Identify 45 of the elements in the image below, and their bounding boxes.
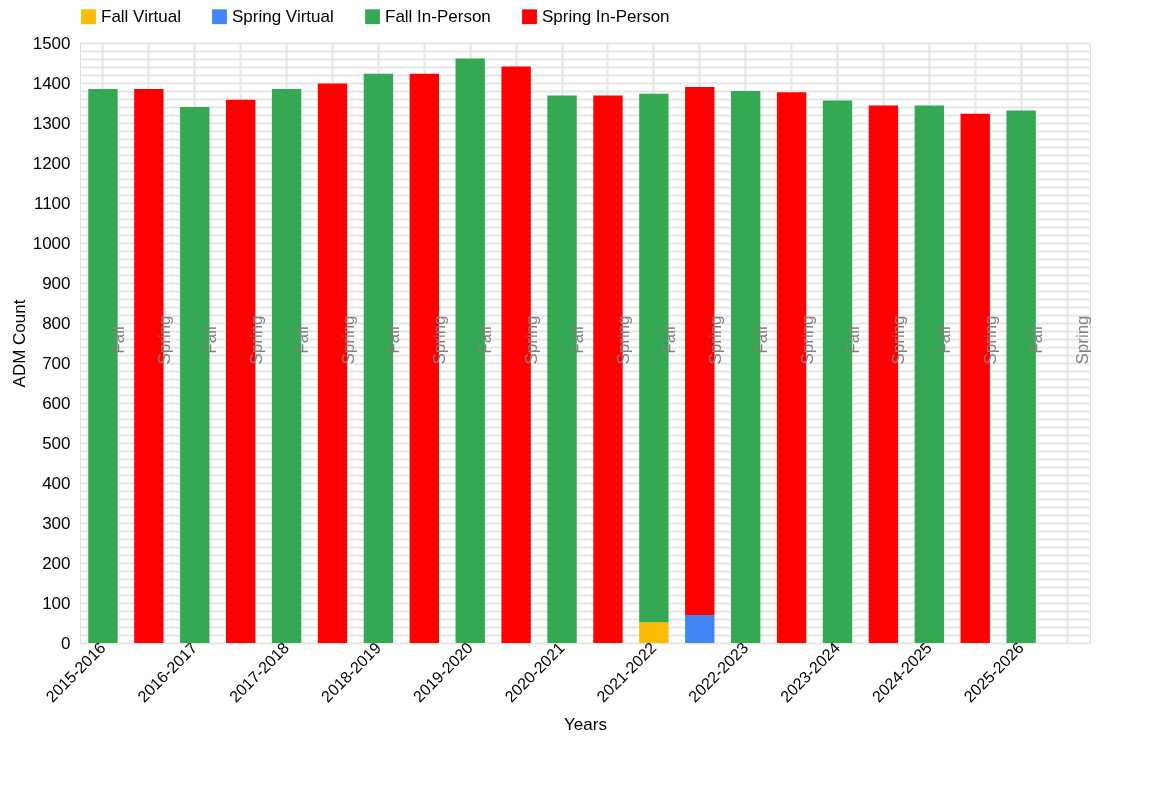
annotation: Fall [843,326,863,354]
annotation: Spring [613,315,633,365]
y-tick-label: 300 [42,513,71,533]
legend-label: Spring Virtual [232,6,334,26]
bar [685,615,715,643]
legend-label: Fall In-Person [385,6,491,26]
annotation: Fall [200,326,220,354]
annotation: Fall [108,326,128,354]
legend-label: Fall Virtual [101,6,181,26]
annotation: Spring [522,315,542,365]
y-tick-label: 700 [42,353,71,373]
y-tick-label: 500 [42,433,71,453]
y-tick-label: 800 [42,313,71,333]
x-axis-title: Years [564,715,607,735]
y-tick-label: 1100 [33,193,71,213]
annotation: Fall [476,326,496,354]
annotation: Fall [1027,326,1047,354]
annotation: Spring [1073,315,1093,365]
annotation: Spring [981,315,1001,365]
y-tick-label: 200 [42,553,71,573]
y-tick-label: 400 [42,473,71,493]
y-axis-title: ADM Count [9,299,29,388]
annotation: Fall [384,326,404,354]
annotation: Fall [568,326,588,354]
annotation: Fall [935,326,955,354]
annotation: Fall [292,326,312,354]
annotation: Spring [154,315,174,365]
y-tick-label: 1400 [32,73,71,93]
y-tick-label: 1300 [32,113,71,133]
legend-label: Spring In-Person [542,6,670,26]
annotation: Spring [889,315,909,365]
annotation: Fall [751,326,771,354]
annotation: Spring [430,315,450,365]
annotation: Spring [797,315,817,365]
annotation: Spring [705,315,725,365]
y-tick-label: 100 [42,593,71,613]
y-tick-label: 1200 [32,153,71,173]
y-tick-label: 900 [42,273,71,293]
y-tick-label: 600 [42,393,71,413]
y-tick-label: 1500 [32,33,71,53]
annotation: Fall [659,326,679,354]
annotation: Spring [338,315,358,365]
y-tick-label: 1000 [32,233,71,253]
bar [639,622,669,643]
annotation: Spring [246,315,266,365]
